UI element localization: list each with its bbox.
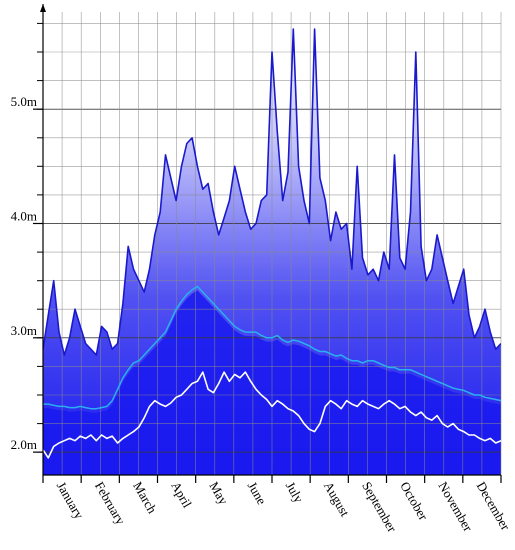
month-label: November: [435, 479, 476, 535]
month-label: September: [359, 479, 400, 535]
month-label: May: [206, 479, 231, 508]
month-label: October: [397, 479, 431, 523]
month-label: August: [321, 479, 353, 519]
y-axis-arrow: [40, 4, 46, 12]
maximum-line: [43, 28, 501, 356]
month-label: December: [474, 479, 514, 533]
mean-line: [43, 285, 501, 410]
y-tick-label: 3.0m: [11, 323, 37, 338]
y-tick-label: 5.0m: [11, 94, 37, 109]
month-label: March: [130, 479, 160, 516]
series-lines: [43, 28, 501, 459]
y-tick-label: 4.0m: [11, 208, 37, 223]
grid: [42, 12, 502, 475]
minimum-line: [43, 371, 501, 459]
month-label: February: [92, 479, 129, 528]
month-label: June: [245, 479, 270, 507]
month-label: July: [283, 479, 307, 506]
y-tick-label: 2.0m: [11, 437, 37, 452]
month-label: January: [54, 479, 87, 522]
month-label: April: [168, 479, 195, 511]
